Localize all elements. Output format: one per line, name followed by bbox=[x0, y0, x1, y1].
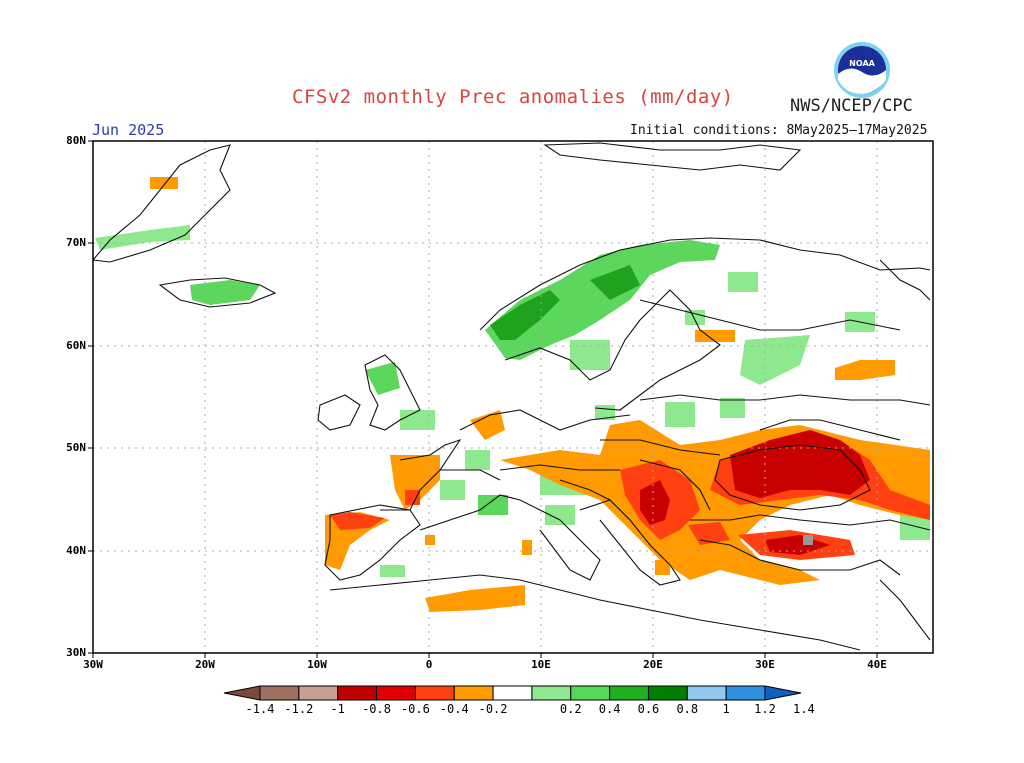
initial-conditions-label: Initial conditions: 8May2025–17May2025 bbox=[630, 123, 928, 138]
colorbar-swatch bbox=[686, 685, 727, 701]
map-title: CFSv2 monthly Prec anomalies (mm/day) bbox=[292, 86, 734, 108]
colorbar-swatch bbox=[414, 685, 455, 701]
colorbar-label: 1 bbox=[722, 702, 730, 716]
lat-label: 40N bbox=[66, 544, 86, 557]
coastlines bbox=[91, 142, 931, 651]
colorbar-label: -1.2 bbox=[284, 702, 314, 716]
colorbar-swatch bbox=[298, 685, 339, 701]
colorbar-swatch bbox=[725, 685, 766, 701]
colorbar-swatch bbox=[376, 685, 416, 701]
lat-label: 70N bbox=[66, 236, 86, 249]
colorbar-swatch bbox=[531, 685, 572, 701]
lon-label: 0 bbox=[425, 658, 433, 671]
lon-label: 10E bbox=[531, 658, 551, 671]
noaa-logo-icon: NOAA bbox=[834, 42, 890, 98]
colorbar-swatch bbox=[259, 685, 300, 701]
colorbar-arrow-left bbox=[223, 685, 261, 701]
lon-label: 10W bbox=[307, 658, 327, 671]
lon-label: 20W bbox=[195, 658, 215, 671]
colorbar-label: 0.4 bbox=[598, 702, 621, 716]
colorbar-label: 1.2 bbox=[754, 702, 776, 716]
colorbar-label: -0.2 bbox=[478, 702, 508, 716]
map-area bbox=[93, 141, 933, 653]
organization-label: NWS/NCEP/CPC bbox=[790, 96, 913, 116]
colorbar-arrow-right bbox=[764, 685, 802, 701]
colorbar-swatch bbox=[453, 685, 494, 701]
lon-label: 30W bbox=[83, 658, 103, 671]
lon-label: 20E bbox=[643, 658, 663, 671]
colorbar-label: 0.2 bbox=[559, 702, 582, 716]
colorbar-swatch bbox=[337, 685, 378, 701]
colorbar-label: -0.4 bbox=[439, 702, 469, 716]
colorbar-swatch bbox=[570, 685, 611, 701]
axis-ticks bbox=[88, 140, 878, 658]
logo-text: NOAA bbox=[849, 59, 875, 68]
colorbar-label: -0.8 bbox=[362, 702, 391, 716]
gridlines bbox=[93, 141, 933, 653]
lat-label: 80N bbox=[66, 134, 86, 147]
colorbar-label: -1.4 bbox=[245, 702, 275, 716]
lon-label: 30E bbox=[755, 658, 775, 671]
colorbar-label: -1 bbox=[330, 702, 345, 716]
lon-label: 40E bbox=[867, 658, 887, 671]
lat-label: 60N bbox=[66, 339, 86, 352]
colorbar bbox=[223, 685, 802, 701]
colorbar-label: 0.8 bbox=[676, 702, 699, 716]
colorbar-label: 1.4 bbox=[793, 702, 815, 716]
lat-label: 30N bbox=[66, 646, 86, 659]
lat-label: 50N bbox=[66, 441, 86, 454]
colorbar-swatch bbox=[609, 685, 649, 701]
map-frame bbox=[92, 140, 934, 654]
colorbar-swatch bbox=[492, 685, 533, 701]
colorbar-label: 0.6 bbox=[637, 702, 660, 716]
colorbar-label: -0.6 bbox=[400, 702, 430, 716]
colorbar-swatch bbox=[647, 685, 688, 701]
month-label: Jun 2025 bbox=[92, 121, 165, 139]
